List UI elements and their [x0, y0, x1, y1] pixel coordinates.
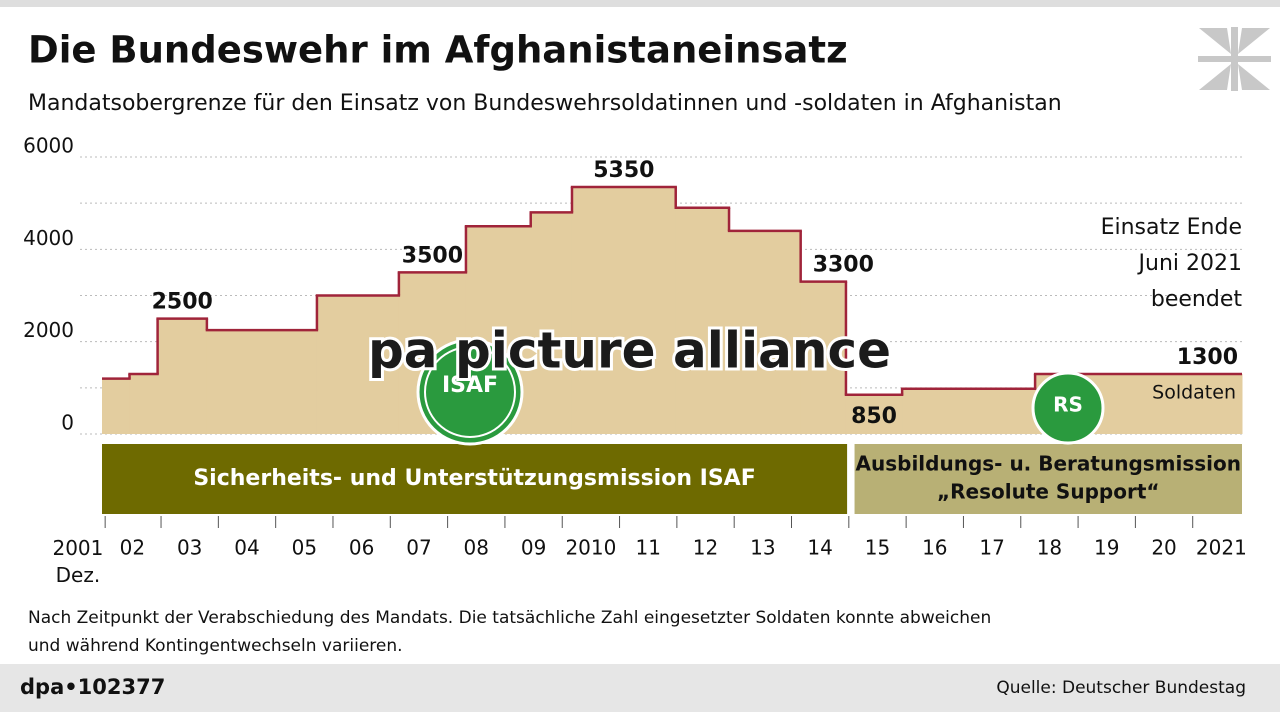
- x-tick-label: 04: [234, 536, 259, 560]
- footer-id: dpa•102377: [20, 675, 165, 699]
- annotation: Juni 2021: [1137, 251, 1242, 276]
- x-tick-label: 05: [292, 536, 317, 560]
- area-step: [675, 207, 730, 434]
- footer-bar: [0, 664, 1280, 712]
- area-step: [800, 281, 847, 434]
- mission-label: Ausbildungs- u. Beratungsmission: [856, 452, 1242, 476]
- area-step: [571, 187, 677, 434]
- x-tick-label: 03: [177, 536, 202, 560]
- x-tick-label: 13: [750, 536, 775, 560]
- value-label: 1300: [1177, 345, 1238, 370]
- x-tick-label: 06: [349, 536, 374, 560]
- area-step: [102, 378, 131, 434]
- value-label: 850: [851, 404, 897, 429]
- x-tick-label: 08: [464, 536, 489, 560]
- y-tick-label: 0: [61, 411, 74, 435]
- value-label: 3500: [402, 243, 463, 268]
- x-tick-label: 2021: [1196, 536, 1247, 560]
- footnote: und während Kontingentwechseln variieren…: [28, 636, 403, 656]
- mission-band: [102, 444, 848, 514]
- x-tick-label: 19: [1094, 536, 1119, 560]
- x-tick-label: 02: [120, 536, 145, 560]
- footer-source: Quelle: Deutscher Bundestag: [996, 678, 1246, 698]
- x-tick-label: 11: [635, 536, 660, 560]
- area-step: [845, 394, 903, 434]
- logo-text: RS: [1053, 393, 1083, 417]
- area-step: [530, 212, 573, 434]
- area-step: [729, 230, 802, 434]
- y-tick-label: 6000: [23, 134, 74, 158]
- annotation: Einsatz Ende: [1101, 215, 1242, 240]
- top-bar: [0, 0, 1280, 7]
- x-tick-label: 15: [865, 536, 890, 560]
- x-tick-label: 20: [1151, 536, 1176, 560]
- unit-label: Soldaten: [1152, 382, 1236, 404]
- x-tick-label: 16: [922, 536, 947, 560]
- value-label: 2500: [152, 290, 213, 315]
- value-label: 3300: [813, 253, 874, 278]
- y-tick-label: 4000: [23, 226, 74, 250]
- x-tick-label: 12: [693, 536, 718, 560]
- mission-label: „Resolute Support“: [937, 480, 1160, 504]
- area-step: [206, 330, 318, 434]
- x-tick-label: 2001 Dez.: [52, 536, 103, 587]
- footnote: Nach Zeitpunkt der Verabschiedung des Ma…: [28, 608, 991, 628]
- area-step: [157, 318, 208, 434]
- x-tick-label: 2010: [565, 536, 616, 560]
- mission-label: Sicherheits- und Unterstützungsmission I…: [193, 466, 755, 491]
- chart-subtitle: Mandatsobergrenze für den Einsatz von Bu…: [28, 91, 1062, 116]
- x-tick-label: 14: [807, 536, 832, 560]
- rs-logo: RS: [1031, 371, 1105, 445]
- logo-text: ISAF: [442, 373, 498, 398]
- x-tick-label: 07: [406, 536, 431, 560]
- y-tick-label: 2000: [23, 318, 74, 342]
- mission-band: [854, 444, 1242, 514]
- area-step: [902, 388, 1036, 434]
- chart-title: Die Bundeswehr im Afghanistaneinsatz: [28, 29, 848, 72]
- area-step: [316, 295, 400, 434]
- plot: 0 2000 4000 6000 2500 3500 5350 3300 850 1300 Eins…: [23, 134, 1247, 587]
- emblem: [1198, 27, 1271, 91]
- x-tick-label: 17: [979, 536, 1004, 560]
- x-tick-label: 09: [521, 536, 546, 560]
- value-label: 5350: [593, 158, 654, 183]
- area-step: [129, 373, 159, 434]
- isaf-logo: ISAF: [416, 338, 524, 446]
- watermark: pa picture alliance: [368, 322, 891, 380]
- x-tick-label: 18: [1037, 536, 1062, 560]
- annotation: beendet: [1151, 287, 1242, 312]
